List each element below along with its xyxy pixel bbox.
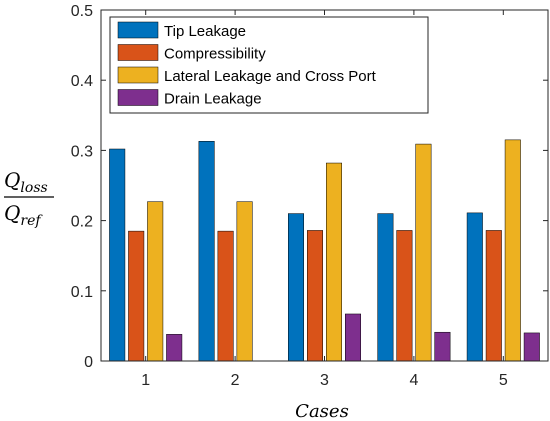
y-label-numerator: Q — [4, 168, 20, 192]
bar-drain-leakage-case-1 — [166, 334, 183, 362]
legend-label: Drain Leakage — [164, 91, 262, 108]
bar-compressibility-case-2 — [217, 230, 234, 362]
bar-lateral-leakage-and-cross-port-case-3 — [326, 162, 342, 362]
bars — [109, 139, 540, 362]
bar-tip-leakage-case-2 — [198, 141, 215, 362]
x-tick-labels: 1 2 3 4 5 — [141, 372, 508, 389]
legend: Tip Leakage Compressibility Lateral Leakag… — [109, 16, 429, 114]
bar-lateral-leakage-and-cross-port-case-4 — [415, 143, 432, 362]
bar-drain-leakage-case-5 — [523, 332, 540, 362]
x-axis-label: Cases — [295, 401, 349, 421]
x-tick-label: 3 — [320, 372, 329, 389]
x-tick-label: 1 — [141, 372, 150, 389]
y-label-denominator-sub: ref — [20, 213, 43, 229]
legend-box — [109, 16, 429, 114]
axes — [100, 9, 549, 362]
bar-lateral-leakage-and-cross-port-case-5 — [504, 139, 521, 362]
y-tick-label: 0 — [84, 354, 93, 371]
bar-drain-leakage-case-3 — [345, 313, 361, 362]
y-tick-label: 0.2 — [71, 214, 93, 231]
bar-compressibility-case-5 — [485, 230, 502, 362]
y-tick-label: 0.5 — [71, 3, 93, 20]
y-tick-labels: 0 0.1 0.2 0.3 0.4 0.5 — [71, 3, 93, 371]
y-axis-label: Qloss Qref — [4, 168, 54, 229]
y-tick-label: 0.4 — [71, 73, 93, 90]
y-label-numerator-sub: loss — [20, 180, 47, 196]
legend-swatch — [117, 21, 159, 39]
bar-tip-leakage-case-1 — [109, 148, 126, 362]
svg-text:Qloss: Qloss — [4, 168, 48, 196]
y-label-denominator: Q — [4, 201, 20, 225]
bar-compressibility-case-1 — [128, 230, 145, 362]
bar-lateral-leakage-and-cross-port-case-2 — [236, 201, 253, 362]
y-tick-label: 0.1 — [71, 284, 93, 301]
x-tick-label: 5 — [499, 372, 508, 389]
legend-swatch — [117, 66, 159, 84]
y-tick-label: 0.3 — [71, 143, 93, 160]
legend-label: Lateral Leakage and Cross Port — [164, 68, 377, 85]
bar-tip-leakage-case-4 — [377, 213, 394, 362]
x-tick-label: 2 — [231, 372, 240, 389]
legend-label: Tip Leakage — [164, 23, 246, 40]
legend-swatch — [117, 89, 159, 106]
bar-tip-leakage-case-3 — [288, 213, 304, 362]
svg-text:Qref: Qref — [4, 201, 43, 229]
bar-compressibility-case-4 — [396, 230, 413, 362]
bar-drain-leakage-case-4 — [434, 331, 451, 362]
bar-tip-leakage-case-5 — [466, 212, 483, 362]
legend-swatch — [117, 44, 159, 61]
legend-label: Compressibility — [164, 46, 266, 63]
bar-compressibility-case-3 — [307, 230, 323, 362]
x-tick-label: 4 — [409, 372, 418, 389]
bar-lateral-leakage-and-cross-port-case-1 — [147, 201, 164, 362]
